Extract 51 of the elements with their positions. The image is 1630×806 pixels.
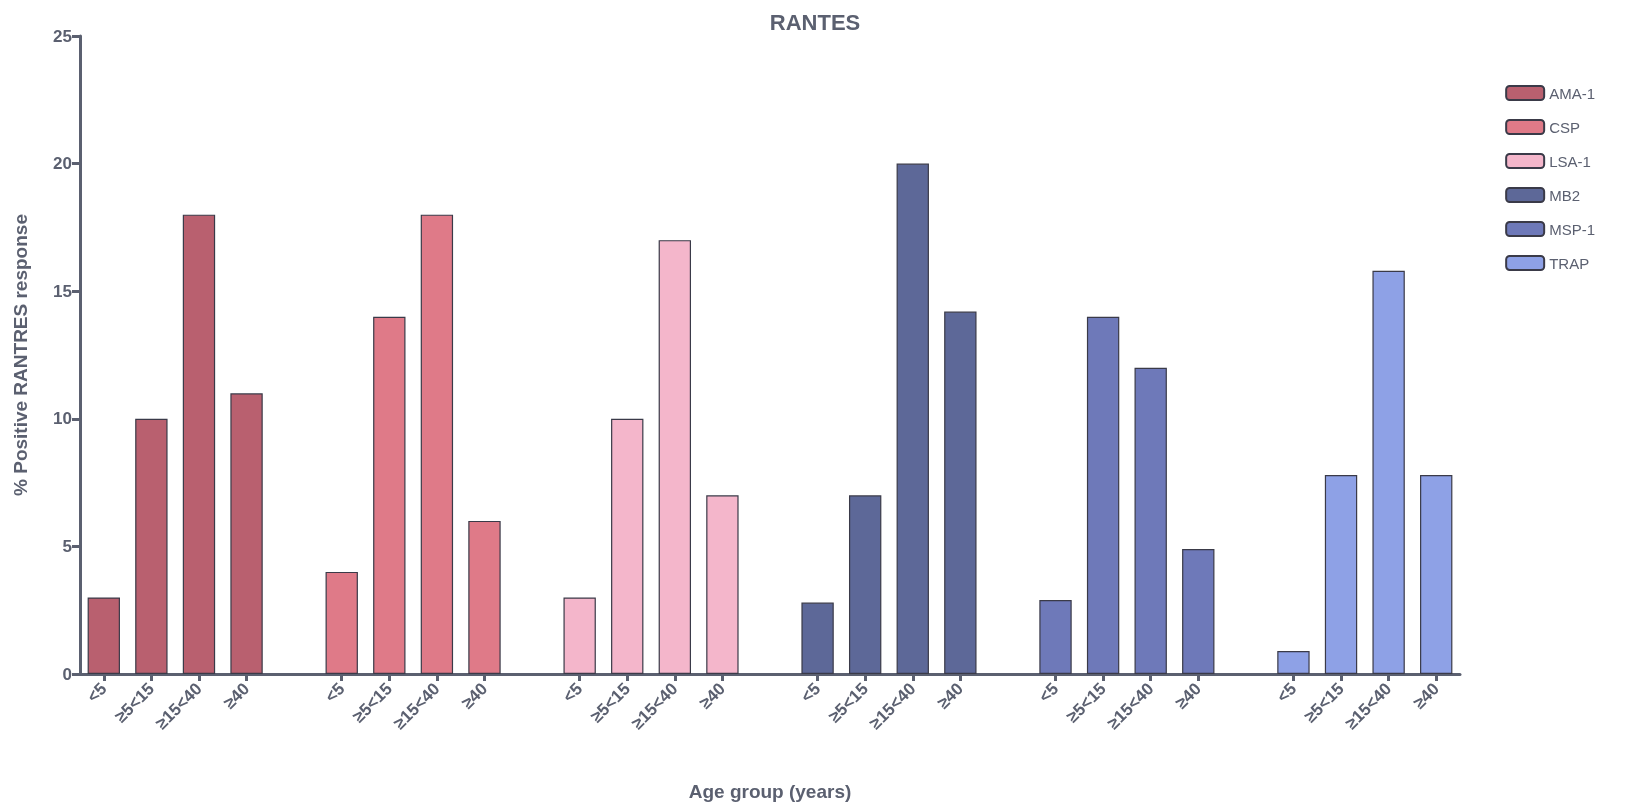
bar	[848, 495, 882, 674]
x-tick-label: <5	[797, 679, 825, 707]
y-tick-label: 10	[53, 409, 72, 429]
x-tick-label: <5	[321, 679, 349, 707]
y-tick-label: 5	[62, 536, 72, 556]
bar	[420, 214, 454, 674]
x-tick-label: <5	[1273, 679, 1301, 707]
bar	[801, 602, 834, 674]
bar	[468, 520, 501, 674]
bar	[1372, 270, 1405, 674]
bar	[373, 316, 406, 674]
bar	[1420, 474, 1453, 674]
bar	[563, 597, 596, 674]
bar	[1277, 651, 1310, 674]
bar	[1039, 599, 1072, 674]
x-tick-label: ≥40	[1171, 679, 1205, 713]
bar	[87, 597, 120, 674]
y-tick-label: 15	[53, 281, 72, 301]
y-tick-label: 25	[53, 26, 72, 46]
bar	[1182, 548, 1215, 674]
bar	[658, 240, 692, 674]
bar	[1324, 474, 1358, 674]
x-axis-title: Age group (years)	[688, 781, 852, 802]
x-tick-label: ≥40	[1409, 679, 1443, 713]
legend-label: AMA-1	[1549, 84, 1595, 102]
legend-label: TRAP	[1549, 254, 1590, 272]
legend-label: MB2	[1549, 186, 1580, 204]
bar	[706, 495, 739, 674]
x-tick-label: ≥40	[695, 679, 730, 713]
y-tick-label: 0	[62, 664, 72, 684]
bar	[611, 418, 644, 674]
bar	[1134, 367, 1167, 674]
x-tick-label: ≥40	[933, 679, 968, 713]
x-tick-label: <5	[559, 679, 587, 707]
x-tick-label: ≥40	[457, 679, 492, 713]
x-tick-label: ≥40	[219, 679, 254, 713]
legend-label: LSA-1	[1549, 152, 1591, 170]
legend-label: CSP	[1549, 118, 1580, 136]
bar	[182, 214, 216, 674]
bar	[135, 418, 168, 674]
bar	[896, 163, 929, 674]
bar	[944, 311, 977, 674]
chart-title: RANTES	[769, 9, 861, 35]
legend-label: MSP-1	[1549, 220, 1595, 238]
y-axis-title: % Positive RANTRES response	[10, 214, 31, 496]
bar	[1086, 316, 1120, 674]
y-tick-label: 20	[53, 154, 72, 174]
x-tick-label: <5	[1035, 679, 1063, 707]
x-tick-label: <5	[83, 679, 111, 707]
bar	[325, 571, 358, 674]
bar	[230, 393, 263, 674]
